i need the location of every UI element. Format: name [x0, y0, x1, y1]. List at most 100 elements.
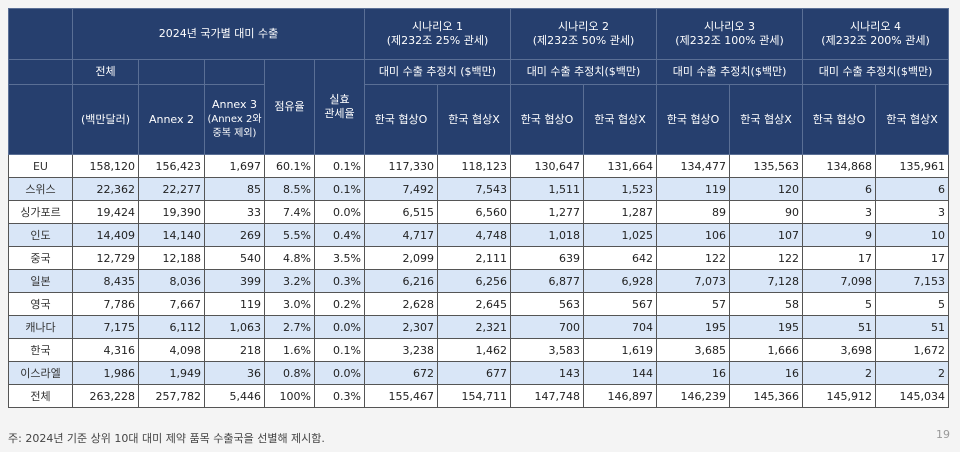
value-cell: 122	[656, 246, 731, 270]
value-cell: 3	[875, 200, 950, 224]
table-row: 전체 263,228 257,782 5,446 100% 0.3% 155,467 154,…	[8, 384, 950, 408]
value-cell: 4,717	[364, 223, 438, 247]
total-header: 전체	[72, 59, 139, 85]
country-cell: EU	[8, 154, 73, 178]
estimate-header-4: 대미 수출 추정치($백만)	[802, 59, 950, 85]
value-cell: 22,277	[138, 177, 205, 201]
value-cell: 0.0%	[314, 361, 365, 385]
value-cell: 143	[510, 361, 585, 385]
value-cell: 17	[802, 246, 877, 270]
value-cell: 117,330	[364, 154, 438, 178]
value-cell: 6,256	[436, 269, 512, 293]
value-cell: 0.1%	[314, 338, 365, 362]
value-cell: 5	[802, 292, 877, 316]
value-cell: 563	[510, 292, 585, 316]
value-cell: 2,307	[364, 315, 438, 339]
value-cell: 700	[510, 315, 585, 339]
value-cell: 0.3%	[314, 269, 365, 293]
value-cell: 7,098	[802, 269, 877, 293]
value-cell: 2	[875, 361, 950, 385]
value-cell: 0.1%	[314, 154, 365, 178]
value-cell: 36	[204, 361, 265, 385]
value-cell: 1,511	[510, 177, 585, 201]
value-cell: 89	[656, 200, 731, 224]
share-header: 점유율	[264, 59, 315, 155]
value-cell: 135,563	[729, 154, 804, 178]
value-cell: 8,435	[72, 269, 139, 293]
value-cell: 7,786	[72, 292, 139, 316]
country-cell: 이스라엘	[8, 361, 73, 385]
country-cell: 일본	[8, 269, 73, 293]
value-cell: 119	[204, 292, 265, 316]
value-cell: 3,698	[802, 338, 877, 362]
value-cell: 4.8%	[264, 246, 315, 270]
value-cell: 6	[802, 177, 877, 201]
s3-nego-o: 한국 협상O	[656, 84, 731, 155]
table-row: 영국 7,786 7,667 119 3.0% 0.2% 2,628 2,645 563 567 5…	[8, 292, 950, 316]
value-cell: 567	[583, 292, 658, 316]
value-cell: 144	[583, 361, 658, 385]
value-cell: 257,782	[138, 384, 205, 408]
value-cell: 639	[510, 246, 585, 270]
value-cell: 0.8%	[264, 361, 315, 385]
value-cell: 263,228	[72, 384, 139, 408]
value-cell: 145,366	[729, 384, 804, 408]
value-cell: 3.2%	[264, 269, 315, 293]
s1-nego-o: 한국 협상O	[364, 84, 438, 155]
value-cell: 5,446	[204, 384, 265, 408]
scenario-1-header: 시나리오 1 (제232조 25% 관세)	[363, 8, 512, 60]
value-cell: 2.7%	[264, 315, 315, 339]
value-cell: 1,018	[510, 223, 585, 247]
page-number: 19	[936, 428, 950, 441]
value-cell: 10	[875, 223, 950, 247]
value-cell: 7,128	[729, 269, 804, 293]
value-cell: 19,424	[72, 200, 139, 224]
value-cell: 6	[875, 177, 950, 201]
value-cell: 1.6%	[264, 338, 315, 362]
value-cell: 85	[204, 177, 265, 201]
value-cell: 5.5%	[264, 223, 315, 247]
value-cell: 51	[802, 315, 877, 339]
value-cell: 106	[656, 223, 731, 247]
value-cell: 119	[656, 177, 731, 201]
value-cell: 118,123	[436, 154, 512, 178]
value-cell: 2,628	[364, 292, 438, 316]
country-cell: 영국	[8, 292, 73, 316]
country-cell: 캐나다	[8, 315, 73, 339]
value-cell: 4,748	[436, 223, 512, 247]
value-cell: 0.2%	[314, 292, 365, 316]
value-cell: 7,153	[875, 269, 950, 293]
value-cell: 1,462	[436, 338, 512, 362]
table-row: 일본 8,435 8,036 399 3.2% 0.3% 6,216 6,256 6,877 6,…	[8, 269, 950, 293]
value-cell: 2,645	[436, 292, 512, 316]
value-cell: 16	[729, 361, 804, 385]
value-cell: 0.1%	[314, 177, 365, 201]
value-cell: 158,120	[72, 154, 139, 178]
scenario-2-header: 시나리오 2 (제232조 50% 관세)	[510, 8, 658, 60]
scenario-4-header: 시나리오 4 (제232조 200% 관세)	[802, 8, 950, 60]
value-cell: 6,877	[510, 269, 585, 293]
value-cell: 1,949	[138, 361, 205, 385]
value-cell: 195	[656, 315, 731, 339]
country-cell: 스위스	[8, 177, 73, 201]
value-cell: 3,583	[510, 338, 585, 362]
value-cell: 7,667	[138, 292, 205, 316]
value-cell: 0.4%	[314, 223, 365, 247]
s2-nego-x: 한국 협상X	[583, 84, 658, 155]
value-cell: 1,523	[583, 177, 658, 201]
value-cell: 642	[583, 246, 658, 270]
s4-nego-x: 한국 협상X	[875, 84, 950, 155]
tariff-header: 실효 관세율	[314, 59, 365, 155]
country-cell: 한국	[8, 338, 73, 362]
value-cell: 218	[204, 338, 265, 362]
value-cell: 1,672	[875, 338, 950, 362]
value-cell: 134,477	[656, 154, 731, 178]
value-cell: 145,912	[802, 384, 877, 408]
value-cell: 120	[729, 177, 804, 201]
estimate-header-1: 대미 수출 추정치 ($백만)	[363, 59, 512, 85]
value-cell: 22,362	[72, 177, 139, 201]
annex2-header: Annex 2	[138, 84, 205, 155]
value-cell: 4,098	[138, 338, 205, 362]
value-cell: 1,025	[583, 223, 658, 247]
value-cell: 154,711	[436, 384, 512, 408]
